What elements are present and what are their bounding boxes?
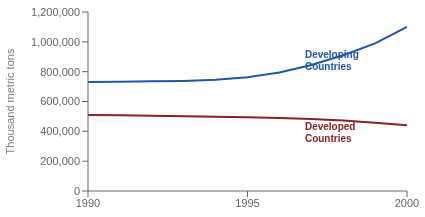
svg-text:400,000: 400,000: [40, 125, 80, 137]
svg-text:1990: 1990: [76, 197, 100, 209]
svg-text:2000: 2000: [395, 197, 417, 209]
svg-text:600,000: 600,000: [40, 95, 80, 107]
svg-text:0: 0: [74, 185, 80, 197]
svg-text:1,200,000: 1,200,000: [31, 6, 80, 18]
svg-text:1,000,000: 1,000,000: [31, 36, 80, 48]
svg-text:DevelopedCountries: DevelopedCountries: [305, 120, 356, 143]
svg-text:DevelopingCountries: DevelopingCountries: [305, 49, 359, 72]
svg-text:Thousand metric tons: Thousand metric tons: [8, 48, 16, 154]
svg-text:200,000: 200,000: [40, 155, 80, 167]
svg-text:800,000: 800,000: [40, 66, 80, 78]
svg-text:1995: 1995: [235, 197, 259, 209]
